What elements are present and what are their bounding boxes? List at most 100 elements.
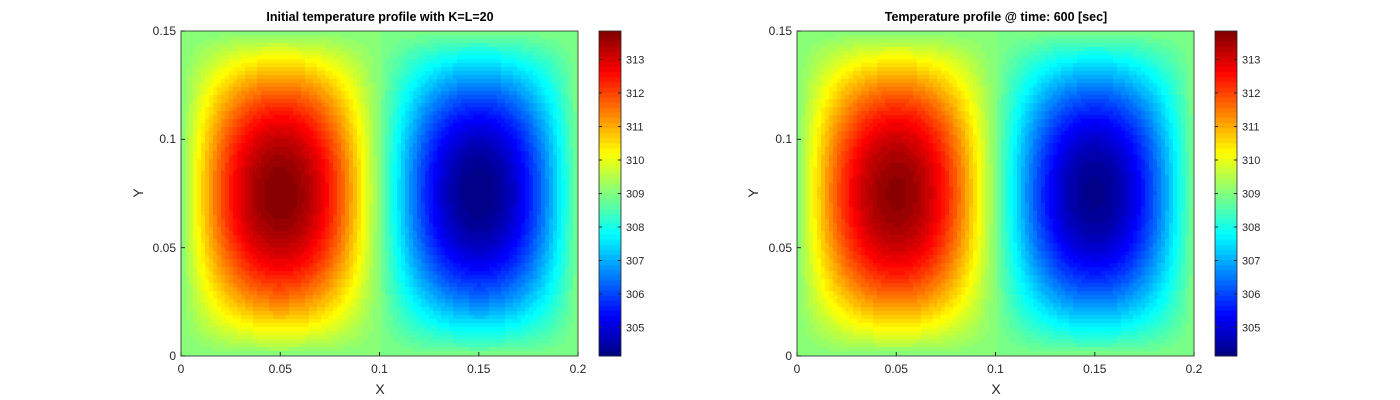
heatmap-cell	[529, 87, 534, 92]
heatmap-cell	[453, 83, 458, 88]
heatmap-cell	[561, 191, 566, 196]
heatmap-cell	[321, 31, 326, 36]
heatmap-cell	[229, 39, 234, 44]
heatmap-cell	[421, 107, 426, 112]
heatmap-cell	[525, 203, 530, 208]
heatmap-cell	[489, 191, 494, 196]
heatmap-cell	[341, 111, 346, 116]
heatmap-cell	[309, 47, 314, 52]
heatmap-cell	[333, 203, 338, 208]
heatmap-cell	[465, 167, 470, 172]
heatmap-cell	[325, 135, 330, 140]
heatmap-cell	[261, 147, 266, 152]
heatmap-cell	[369, 51, 374, 56]
heatmap-cell	[197, 187, 202, 192]
heatmap-cell	[337, 119, 342, 124]
heatmap-cell	[245, 139, 250, 144]
heatmap-cell	[225, 47, 230, 52]
heatmap-cell	[369, 103, 374, 108]
heatmap-cell	[193, 35, 198, 40]
heatmap-cell	[493, 195, 498, 200]
heatmap-cell	[561, 195, 566, 200]
heatmap-cell	[513, 171, 518, 176]
heatmap-cell	[377, 227, 382, 232]
heatmap-cell	[233, 135, 238, 140]
heatmap-cell	[381, 71, 386, 76]
heatmap-cell	[213, 67, 218, 72]
heatmap-cell	[393, 207, 398, 212]
heatmap-cell	[185, 103, 190, 108]
heatmap-cell	[201, 35, 206, 40]
heatmap-cell	[225, 187, 230, 192]
heatmap-cell	[449, 59, 454, 64]
heatmap-cell	[405, 35, 410, 40]
heatmap-cell	[245, 107, 250, 112]
heatmap-cell	[565, 79, 570, 84]
heatmap-cell	[213, 51, 218, 56]
heatmap-cell	[305, 127, 310, 132]
heatmap-cell	[525, 83, 530, 88]
heatmap-cell	[209, 219, 214, 224]
heatmap-cell	[241, 139, 246, 144]
heatmap-cell	[509, 215, 514, 220]
heatmap-cell	[237, 207, 242, 212]
heatmap-cell	[473, 111, 478, 116]
heatmap-cell	[225, 31, 230, 36]
heatmap-cell	[385, 87, 390, 92]
heatmap-cell	[253, 143, 258, 148]
heatmap-cell	[253, 191, 258, 196]
heatmap-cell	[389, 95, 394, 100]
heatmap-cell	[577, 175, 578, 180]
heatmap-cell	[321, 163, 326, 168]
heatmap-cell	[445, 203, 450, 208]
heatmap-cell	[393, 143, 398, 148]
heatmap-cell	[553, 223, 558, 228]
heatmap-cell	[225, 67, 230, 72]
heatmap-cell	[549, 111, 554, 116]
heatmap-cell	[313, 143, 318, 148]
heatmap-cell	[421, 115, 426, 120]
heatmap-cell	[425, 131, 430, 136]
heatmap-cell	[525, 63, 530, 68]
heatmap-cell	[481, 179, 486, 184]
heatmap-cell	[361, 175, 366, 180]
heatmap-cell	[505, 215, 510, 220]
heatmap-cell	[397, 103, 402, 108]
heatmap-cell	[233, 227, 238, 232]
heatmap-cell	[209, 131, 214, 136]
heatmap-cell	[405, 223, 410, 228]
heatmap-cell	[237, 195, 242, 200]
heatmap-cell	[537, 111, 542, 116]
heatmap-cell	[481, 107, 486, 112]
heatmap-cell	[453, 87, 458, 92]
heatmap-cell	[417, 199, 422, 204]
heatmap-cell	[297, 227, 302, 232]
heatmap-cell	[405, 179, 410, 184]
heatmap-cell	[229, 163, 234, 168]
heatmap-cell	[417, 99, 422, 104]
heatmap-cell	[213, 91, 218, 96]
heatmap-cell	[437, 203, 442, 208]
heatmap-cell	[289, 159, 294, 164]
heatmap-cell	[465, 31, 470, 36]
heatmap-cell	[353, 147, 358, 152]
heatmap-cell	[185, 115, 190, 120]
heatmap-cell	[361, 87, 366, 92]
heatmap-cell	[201, 211, 206, 216]
heatmap-cell	[181, 43, 186, 48]
heatmap-cell	[301, 199, 306, 204]
heatmap-cell	[309, 79, 314, 84]
heatmap-cell	[317, 179, 322, 184]
heatmap-cell	[341, 131, 346, 136]
heatmap-cell	[557, 183, 562, 188]
heatmap-cell	[513, 63, 518, 68]
heatmap-cell	[321, 63, 326, 68]
heatmap-cell	[569, 35, 574, 40]
heatmap-cell	[297, 211, 302, 216]
heatmap-cell	[557, 155, 562, 160]
heatmap-cell	[381, 179, 386, 184]
heatmap-cell	[293, 31, 298, 36]
heatmap-cell	[289, 191, 294, 196]
heatmap-cell	[305, 187, 310, 192]
heatmap-cell	[321, 227, 326, 232]
